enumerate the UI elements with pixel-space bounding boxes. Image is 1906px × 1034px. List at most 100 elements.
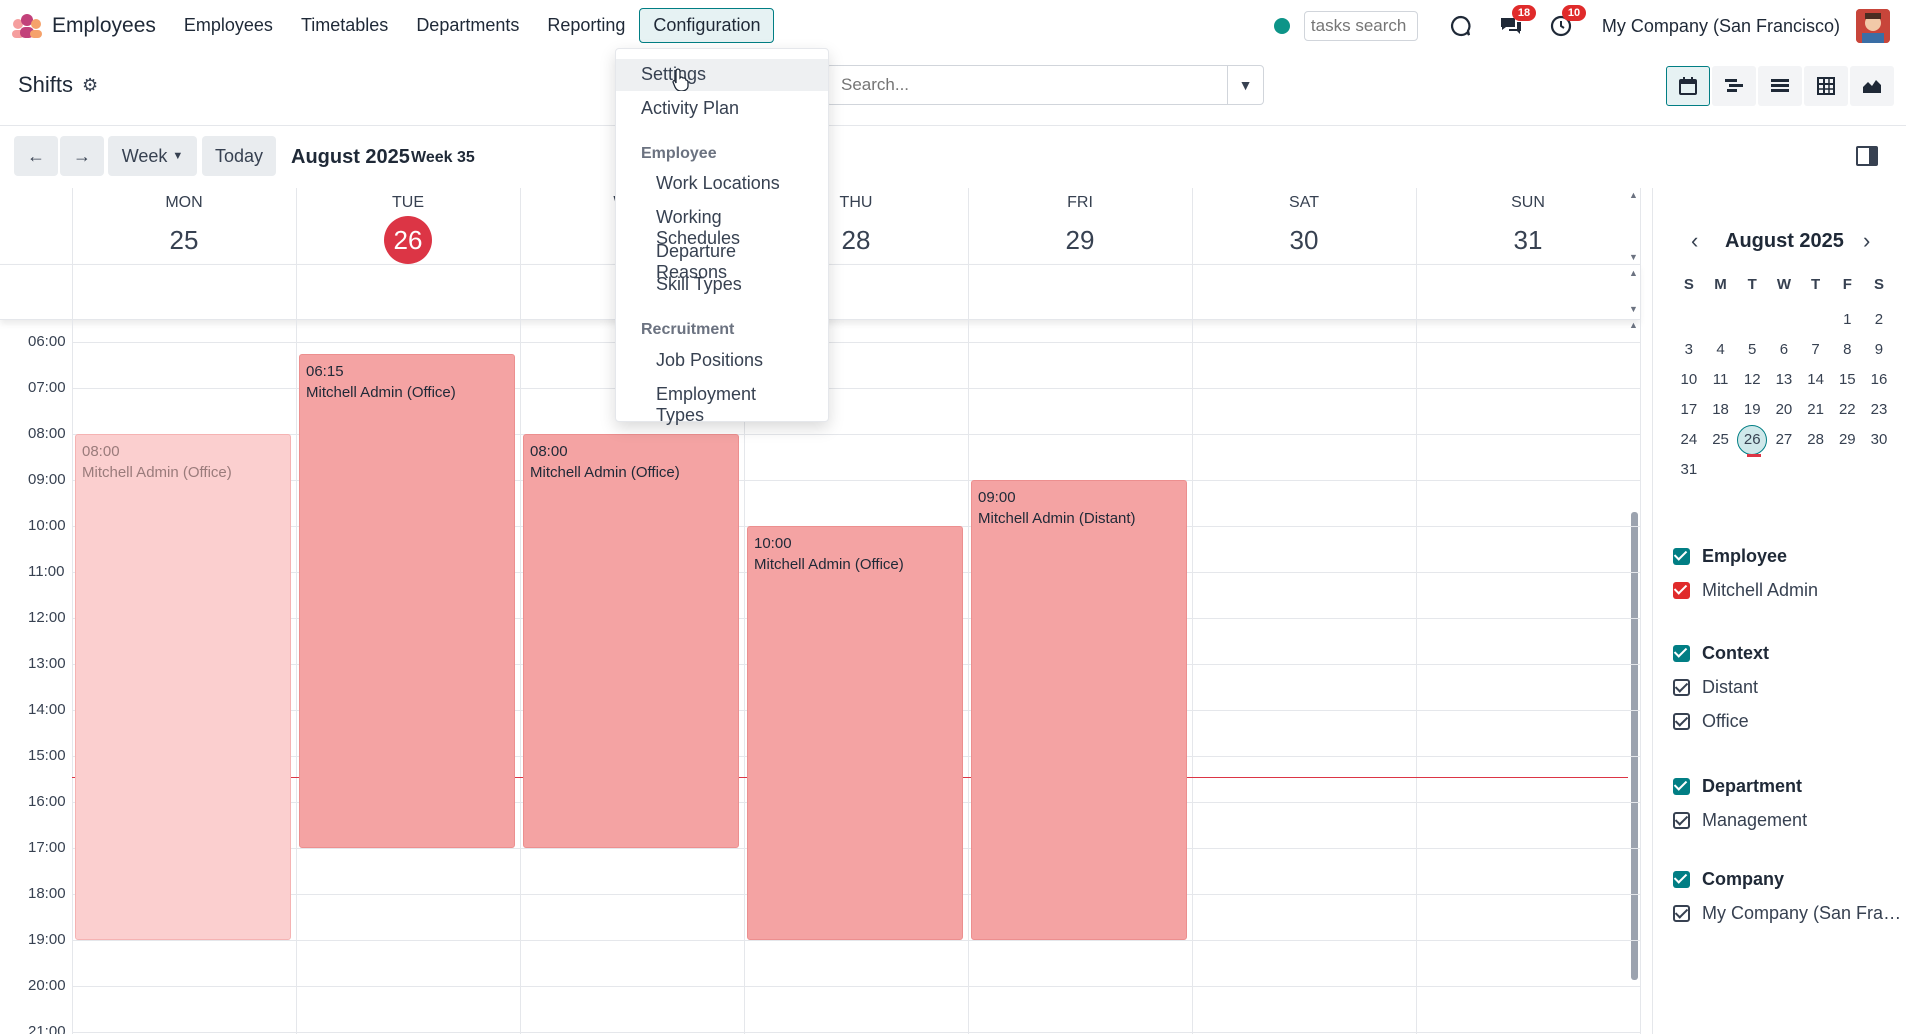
checkbox-icon[interactable]	[1673, 904, 1690, 922]
search-input[interactable]	[827, 75, 1227, 95]
filter-item-my-company[interactable]: My Company (San Fran...	[1673, 899, 1903, 927]
day-header-tue[interactable]: TUE 26	[296, 188, 520, 264]
checkbox-icon[interactable]	[1673, 811, 1690, 829]
checkbox-icon[interactable]	[1673, 777, 1690, 795]
search-options-caret-icon[interactable]: ▼	[1227, 66, 1263, 104]
shift-event[interactable]: 10:00 Mitchell Admin (Office)	[747, 526, 963, 940]
filter-header-context[interactable]: Context	[1673, 639, 1903, 667]
day-header-sat[interactable]: SAT 30	[1192, 188, 1416, 264]
checkbox-icon[interactable]	[1673, 547, 1690, 565]
day-header-thu[interactable]: THU 28	[744, 188, 968, 264]
filter-header-employee[interactable]: Employee	[1673, 542, 1903, 570]
today-button[interactable]: Today	[202, 136, 276, 176]
sidebar-toggle-icon[interactable]	[1856, 146, 1878, 166]
menu-item-work-locations[interactable]: Work Locations	[656, 173, 780, 193]
day-header-mon[interactable]: MON 25	[72, 188, 296, 264]
mini-calendar-day[interactable]: 17	[1680, 401, 1698, 418]
mini-calendar-day[interactable]: 11	[1712, 371, 1729, 388]
scroll-thumb[interactable]	[1631, 512, 1638, 980]
calendar-view-icon[interactable]	[1666, 66, 1710, 106]
tasks-search-input[interactable]	[1303, 11, 1418, 41]
mini-calendar-day[interactable]: 21	[1807, 401, 1824, 418]
scroll-up-arrow-icon[interactable]: ▲	[1629, 320, 1638, 330]
day-header-fri[interactable]: FRI 29	[968, 188, 1192, 264]
checkbox-icon[interactable]	[1673, 712, 1690, 730]
checkbox-icon[interactable]	[1673, 644, 1690, 662]
mini-calendar-day[interactable]: 1	[1843, 311, 1852, 328]
voip-phone-icon[interactable]	[1446, 11, 1476, 41]
calendar-scrollbar[interactable]: ▲ ▼ ▲ ▼ ▲	[1628, 188, 1640, 1034]
scroll-down-arrow-icon[interactable]: ▼	[1629, 304, 1638, 314]
shift-event[interactable]: 08:00 Mitchell Admin (Office)	[75, 434, 291, 940]
mini-calendar-day[interactable]: 27	[1775, 431, 1793, 448]
menu-configuration[interactable]: Configuration	[639, 8, 775, 43]
mini-calendar-day[interactable]: 28	[1807, 431, 1824, 448]
mini-calendar-day[interactable]: 15	[1838, 371, 1856, 388]
mini-calendar-day[interactable]: 8	[1843, 341, 1852, 358]
mini-calendar-today[interactable]: 26	[1736, 425, 1768, 457]
gantt-view-icon[interactable]	[1712, 66, 1756, 106]
previous-arrow-icon[interactable]: ←	[14, 136, 58, 176]
menu-item-settings[interactable]: Settings	[616, 59, 828, 91]
next-arrow-icon[interactable]: →	[60, 136, 104, 176]
graph-view-icon[interactable]	[1850, 66, 1894, 106]
mini-calendar-day[interactable]: 23	[1870, 401, 1888, 418]
checkbox-icon[interactable]	[1673, 870, 1690, 888]
menu-item-employment-types[interactable]: Employment Types	[656, 384, 757, 425]
app-brand[interactable]: Employees	[10, 12, 156, 40]
pivot-view-icon[interactable]	[1804, 66, 1848, 106]
gear-icon[interactable]: ⚙	[82, 74, 99, 95]
mini-calendar-day[interactable]: 25	[1712, 431, 1729, 448]
mini-calendar-day[interactable]: 16	[1870, 371, 1888, 388]
shift-event[interactable]: 06:15 Mitchell Admin (Office)	[299, 353, 515, 848]
menu-item-skill-types[interactable]: Skill Types	[656, 274, 742, 294]
mini-calendar-day[interactable]: 19	[1743, 401, 1761, 418]
menu-reporting[interactable]: Reporting	[547, 15, 626, 35]
mini-calendar-day[interactable]: 24	[1680, 431, 1698, 448]
filter-item-mitchell-admin[interactable]: Mitchell Admin	[1673, 576, 1903, 604]
messages-icon[interactable]: 18	[1496, 5, 1537, 41]
menu-employees[interactable]: Employees	[183, 15, 273, 35]
menu-item-working-schedules[interactable]: Working Schedules	[656, 207, 741, 248]
mini-calendar-day[interactable]: 31	[1680, 461, 1698, 478]
menu-item-activity-plan[interactable]: Activity Plan	[641, 98, 740, 118]
menu-item-departure-reasons[interactable]: Departure Reasons	[656, 241, 737, 282]
mini-calendar-day[interactable]: 30	[1870, 431, 1888, 448]
user-avatar[interactable]	[1856, 9, 1890, 43]
scroll-up-arrow-icon[interactable]: ▲	[1629, 268, 1638, 278]
mini-calendar-day[interactable]: 22	[1838, 401, 1856, 418]
menu-departments[interactable]: Departments	[416, 15, 520, 35]
day-header-sun[interactable]: SUN 31	[1416, 188, 1640, 264]
menu-item-job-positions[interactable]: Job Positions	[656, 350, 764, 370]
filter-header-company[interactable]: Company	[1673, 865, 1903, 893]
mini-calendar-day[interactable]: 4	[1716, 341, 1725, 358]
scroll-down-arrow-icon[interactable]: ▼	[1629, 252, 1638, 262]
scale-dropdown-button[interactable]: Week ▼	[108, 136, 197, 176]
mini-calendar-day[interactable]: 29	[1838, 431, 1856, 448]
mini-calendar-day[interactable]: 20	[1775, 401, 1793, 418]
checkbox-icon[interactable]	[1673, 678, 1690, 696]
mini-calendar-day[interactable]: 14	[1807, 371, 1824, 388]
mini-calendar-day[interactable]: 5	[1748, 341, 1757, 358]
mini-calendar-day[interactable]: 6	[1779, 341, 1789, 358]
company-switcher[interactable]: My Company (San Francisco)	[1601, 15, 1840, 36]
filter-header-department[interactable]: Department	[1673, 772, 1903, 800]
shift-event[interactable]: 09:00 Mitchell Admin (Distant)	[971, 480, 1187, 940]
filter-item-distant[interactable]: Distant	[1673, 673, 1903, 701]
mini-calendar-day[interactable]: 9	[1874, 341, 1884, 358]
mini-calendar-day[interactable]: 7	[1811, 341, 1820, 358]
mini-calendar-day[interactable]: 10	[1680, 371, 1698, 388]
filter-item-office[interactable]: Office	[1673, 707, 1903, 735]
checkbox-icon[interactable]	[1673, 581, 1690, 599]
activities-clock-icon[interactable]: 10	[1546, 5, 1587, 41]
scroll-up-arrow-icon[interactable]: ▲	[1629, 190, 1638, 200]
menu-timetables[interactable]: Timetables	[300, 15, 389, 35]
mini-calendar-day[interactable]: 3	[1684, 341, 1694, 358]
mini-calendar-day[interactable]: 13	[1775, 371, 1793, 388]
list-view-icon[interactable]	[1758, 66, 1802, 106]
mini-calendar-day[interactable]: 12	[1743, 371, 1761, 388]
mini-calendar-prev-icon[interactable]: ‹	[1691, 228, 1699, 253]
mini-calendar-next-icon[interactable]: ›	[1863, 228, 1871, 253]
mini-calendar-day[interactable]: 18	[1712, 401, 1729, 418]
shift-event[interactable]: 08:00 Mitchell Admin (Office)	[523, 434, 739, 848]
